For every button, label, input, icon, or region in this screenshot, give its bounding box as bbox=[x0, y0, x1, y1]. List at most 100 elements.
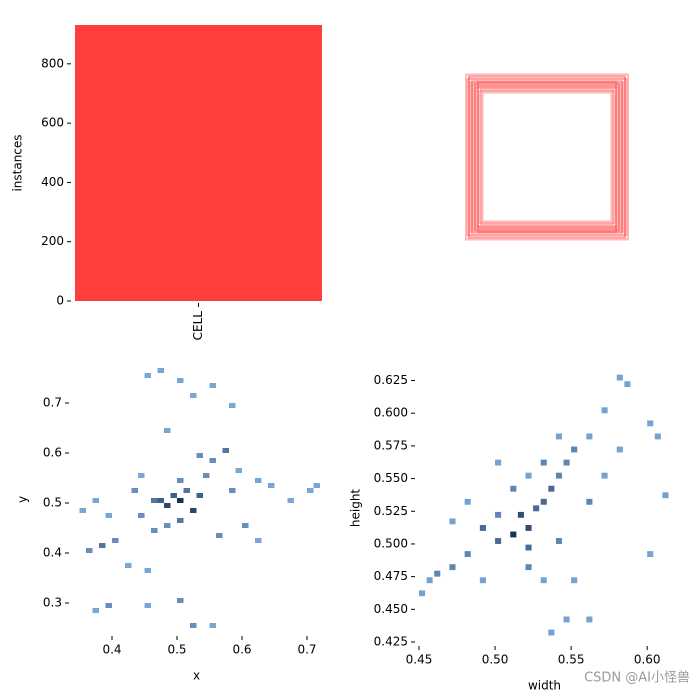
x-tick-label: CELL bbox=[191, 311, 205, 341]
hist-cell bbox=[287, 498, 294, 503]
hist-cell bbox=[495, 459, 502, 466]
hist-cell bbox=[479, 577, 486, 584]
hist-cell bbox=[196, 493, 203, 498]
y-tick-label: 0.6 bbox=[43, 446, 62, 460]
hist-cell bbox=[426, 577, 433, 584]
hist-cell bbox=[164, 428, 171, 433]
label-box bbox=[477, 85, 617, 229]
hist-cell bbox=[533, 505, 540, 512]
x-tick-label: 0.6 bbox=[232, 643, 251, 657]
y-tick-label: 0.550 bbox=[374, 471, 408, 485]
hist-cell bbox=[464, 498, 471, 505]
hist-cell bbox=[190, 508, 197, 513]
hist-cell bbox=[449, 518, 456, 525]
label-box bbox=[472, 84, 622, 230]
hist-cell bbox=[525, 564, 532, 571]
hist-cell bbox=[190, 623, 197, 628]
hist-cell bbox=[151, 498, 158, 503]
hist-cell bbox=[571, 577, 578, 584]
hist-cell bbox=[177, 478, 184, 483]
hist-cell bbox=[616, 374, 623, 381]
hist-cell bbox=[654, 433, 661, 440]
y-tick-label: 0.475 bbox=[374, 569, 408, 583]
hist-cell bbox=[495, 538, 502, 544]
hist-cell bbox=[525, 544, 532, 551]
hist-cell bbox=[479, 524, 486, 531]
hist-cell bbox=[144, 603, 151, 608]
y-tick-label: 400 bbox=[41, 175, 64, 189]
hist-cell bbox=[540, 498, 547, 505]
hist-cell bbox=[112, 538, 119, 543]
hist-cell bbox=[131, 488, 138, 493]
hist-cell bbox=[196, 453, 203, 458]
hist-cell bbox=[586, 498, 593, 505]
y-tick-label: 600 bbox=[41, 116, 64, 130]
hist-cell bbox=[624, 381, 631, 388]
hist-cell bbox=[235, 468, 242, 473]
hist-cell bbox=[255, 538, 262, 543]
y-tick-label: 0.625 bbox=[374, 373, 408, 387]
hist-cell bbox=[419, 590, 426, 597]
hist-cell bbox=[203, 473, 210, 478]
hist-cell bbox=[209, 623, 216, 628]
y-tick-label: 0.4 bbox=[43, 546, 62, 560]
hist-cell bbox=[177, 598, 184, 603]
hist-cell bbox=[164, 503, 171, 508]
hist-cell bbox=[616, 446, 623, 453]
label-box bbox=[478, 90, 616, 224]
y-tick-label: 0.450 bbox=[374, 602, 408, 616]
hist-cell bbox=[449, 564, 456, 571]
hist-cell bbox=[125, 563, 132, 568]
label-box bbox=[471, 79, 623, 235]
hist-cell bbox=[555, 472, 562, 479]
y-tick-label: 0.525 bbox=[374, 504, 408, 518]
hist-cell bbox=[313, 483, 320, 488]
label-box bbox=[466, 78, 628, 236]
hist-cell bbox=[209, 458, 216, 463]
y-tick-label: 0.600 bbox=[374, 406, 408, 420]
hist-cell bbox=[525, 472, 532, 479]
hist-cell bbox=[525, 524, 532, 531]
label-box bbox=[468, 75, 626, 239]
hist-cell bbox=[555, 538, 562, 544]
hist-cell bbox=[540, 577, 547, 584]
label-box bbox=[469, 81, 625, 233]
hist-cell bbox=[601, 472, 608, 479]
x-tick-label: 0.5 bbox=[167, 643, 186, 657]
x-tick-label: 0.4 bbox=[102, 643, 121, 657]
hist-cell bbox=[563, 459, 570, 466]
y-axis-label: height bbox=[349, 489, 363, 528]
bar bbox=[75, 25, 322, 301]
y-tick-label: 0.3 bbox=[43, 596, 62, 610]
hist-cell bbox=[586, 616, 593, 623]
hist-cell bbox=[571, 446, 578, 453]
y-tick-label: 800 bbox=[41, 56, 64, 70]
label-box bbox=[480, 88, 614, 226]
hist-cell bbox=[555, 433, 562, 440]
hist-cell bbox=[222, 448, 229, 453]
y-tick-label: 0 bbox=[56, 294, 64, 308]
hist-cell bbox=[177, 518, 184, 523]
hist-cell bbox=[510, 485, 517, 492]
label-box bbox=[471, 82, 623, 232]
x-tick-label: 0.55 bbox=[558, 653, 585, 667]
hist-cell bbox=[229, 403, 236, 408]
hist-cell bbox=[170, 493, 177, 498]
hist-cell bbox=[144, 373, 151, 378]
label-box bbox=[474, 82, 620, 232]
label-box bbox=[477, 81, 617, 233]
hist-cell bbox=[517, 511, 524, 518]
hist-cell bbox=[268, 483, 275, 488]
y-axis-label: y bbox=[16, 496, 30, 503]
y-axis-label: instances bbox=[11, 134, 25, 191]
hist-cell bbox=[601, 407, 608, 414]
label-box bbox=[465, 73, 629, 241]
hist-cell bbox=[190, 393, 197, 398]
hist-cell bbox=[99, 543, 106, 548]
hist-cell bbox=[510, 531, 517, 538]
hist-cell bbox=[464, 551, 471, 558]
y-tick-label: 0.500 bbox=[374, 536, 408, 550]
x-axis-label: width bbox=[528, 679, 561, 693]
hist-cell bbox=[105, 603, 112, 608]
